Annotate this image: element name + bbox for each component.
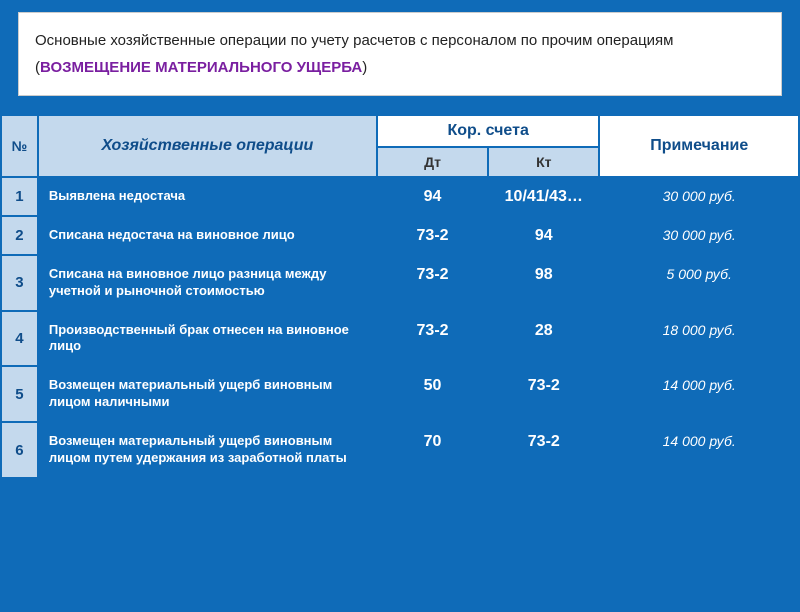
cell-kt: 10/41/43… (489, 178, 598, 215)
cell-note: 18 000 руб. (600, 312, 798, 366)
header-num: № (2, 116, 37, 176)
table-row: 3 Списана на виновное лицо разница между… (2, 256, 798, 310)
cell-kt: 28 (489, 312, 598, 366)
cell-kt: 94 (489, 217, 598, 254)
cell-kt: 98 (489, 256, 598, 310)
title-close-span: ) (362, 59, 367, 76)
header-note: Примечание (600, 116, 798, 176)
header-row-1: № Хозяйственные операции Кор. счета Прим… (2, 116, 798, 146)
cell-num: 3 (2, 256, 37, 310)
cell-note: 30 000 руб. (600, 217, 798, 254)
cell-op: Списана недостача на виновное лицо (39, 217, 376, 254)
header-kt: Кт (489, 148, 598, 176)
cell-kt: 73-2 (489, 367, 598, 421)
cell-note: 14 000 руб. (600, 423, 798, 477)
cell-op: Возмещен материальный ущерб виновным лиц… (39, 367, 376, 421)
cell-num: 2 (2, 217, 37, 254)
cell-dt: 70 (378, 423, 487, 477)
table-row: 4 Производственный брак отнесен на винов… (2, 312, 798, 366)
cell-note: 5 000 руб. (600, 256, 798, 310)
cell-op: Выявлена недостача (39, 178, 376, 215)
table-row: 5 Возмещен материальный ущерб виновным л… (2, 367, 798, 421)
header-op: Хозяйственные операции (39, 116, 376, 176)
cell-note: 30 000 руб. (600, 178, 798, 215)
cell-op: Производственный брак отнесен на виновно… (39, 312, 376, 366)
operations-table: № Хозяйственные операции Кор. счета Прим… (0, 114, 800, 479)
cell-dt: 50 (378, 367, 487, 421)
cell-op: Возмещен материальный ущерб виновным лиц… (39, 423, 376, 477)
header-acc: Кор. счета (378, 116, 599, 146)
table-row: 1 Выявлена недостача 94 10/41/43… 30 000… (2, 178, 798, 215)
cell-kt: 73-2 (489, 423, 598, 477)
table-row: 6 Возмещен материальный ущерб виновным л… (2, 423, 798, 477)
cell-dt: 73-2 (378, 312, 487, 366)
cell-num: 1 (2, 178, 37, 215)
cell-num: 6 (2, 423, 37, 477)
cell-note: 14 000 руб. (600, 367, 798, 421)
cell-dt: 94 (378, 178, 487, 215)
cell-num: 5 (2, 367, 37, 421)
cell-dt: 73-2 (378, 217, 487, 254)
cell-num: 4 (2, 312, 37, 366)
title-highlight-span: ВОЗМЕЩЕНИЕ МАТЕРИАЛЬНОГО УЩЕРБА (40, 59, 362, 76)
title-text: Основные хозяйственные операции по учету… (35, 32, 674, 76)
title-box: Основные хозяйственные операции по учету… (18, 12, 782, 96)
cell-op: Списана на виновное лицо разница между у… (39, 256, 376, 310)
header-dt: Дт (378, 148, 487, 176)
cell-dt: 73-2 (378, 256, 487, 310)
table-row: 2 Списана недостача на виновное лицо 73-… (2, 217, 798, 254)
